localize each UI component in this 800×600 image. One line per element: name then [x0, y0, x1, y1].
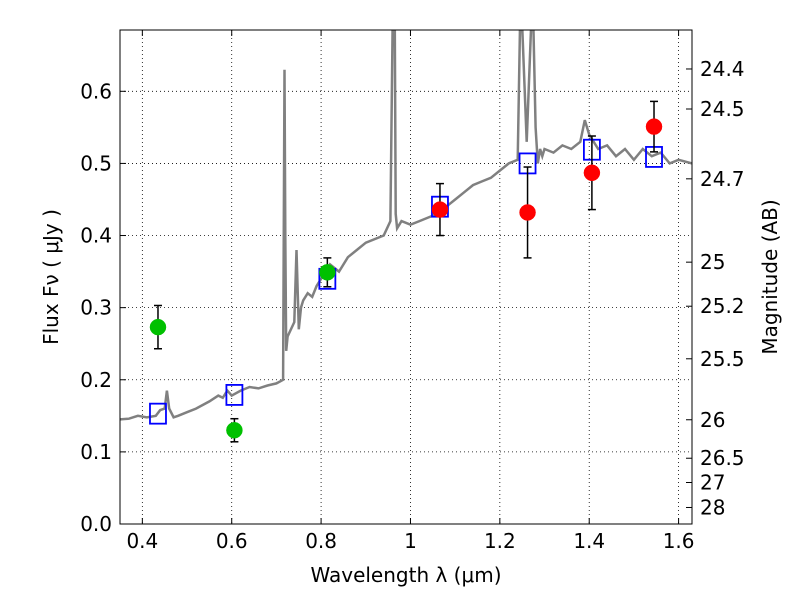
y-tick-label: 0.5	[80, 151, 112, 175]
plot-frame	[119, 29, 693, 525]
y2-tick-label: 24.7	[700, 167, 745, 191]
y2-tick-label: 25.5	[700, 347, 745, 371]
y2-tick-label: 25	[700, 250, 725, 274]
y2-tick-label: 24.5	[700, 97, 745, 121]
y-axis: 0.0 0.1 0.2 0.3 0.4 0.5 0.6	[80, 79, 126, 536]
grid-lines	[120, 30, 692, 525]
x-tick-label: 0.8	[305, 529, 337, 553]
y2-tick-label: 28	[700, 495, 725, 519]
red-data-point	[431, 201, 449, 218]
x-axis: 0.4 0.6 0.8 1 1.2 1.4 1.6	[126, 30, 695, 553]
y2-tick-label: 27	[700, 471, 725, 495]
green-data-point	[149, 318, 167, 336]
model-photometry-square	[149, 402, 167, 425]
y-tick-label: 0.3	[80, 296, 112, 320]
y-axis-title: Flux Fν ( μJy )	[39, 209, 63, 345]
x-tick-label: 1	[404, 529, 417, 553]
y2-tick-label: 24.4	[700, 57, 745, 81]
y2-axis-title: Magnitude (AB)	[758, 199, 782, 354]
y-tick-label: 0.1	[80, 440, 112, 464]
x-tick-label: 0.4	[126, 529, 158, 553]
model-spectrum-line	[120, 30, 692, 421]
x-tick-label: 1.6	[663, 529, 695, 553]
x-axis-title: Wavelength λ (μm)	[310, 563, 501, 587]
y-tick-label: 0.0	[80, 512, 112, 536]
y-tick-label: 0.4	[80, 224, 112, 248]
x-tick-label: 1.4	[573, 529, 605, 553]
x-tick-label: 1.2	[484, 529, 516, 553]
red-data-point	[583, 164, 601, 182]
y-tick-label: 0.6	[80, 79, 112, 103]
y-tick-label: 0.2	[80, 368, 112, 392]
y2-tick-label: 25.2	[700, 294, 745, 318]
red-data-point	[645, 118, 663, 135]
green-data-point	[226, 421, 243, 439]
plot-area	[120, 30, 692, 443]
y2-tick-label: 26	[700, 408, 725, 432]
model-photometry-square	[225, 384, 244, 406]
x-tick-label: 0.6	[216, 529, 248, 553]
red-data-point	[519, 204, 536, 221]
green-data-point	[319, 264, 336, 281]
y2-tick-label: 26.5	[700, 446, 745, 470]
